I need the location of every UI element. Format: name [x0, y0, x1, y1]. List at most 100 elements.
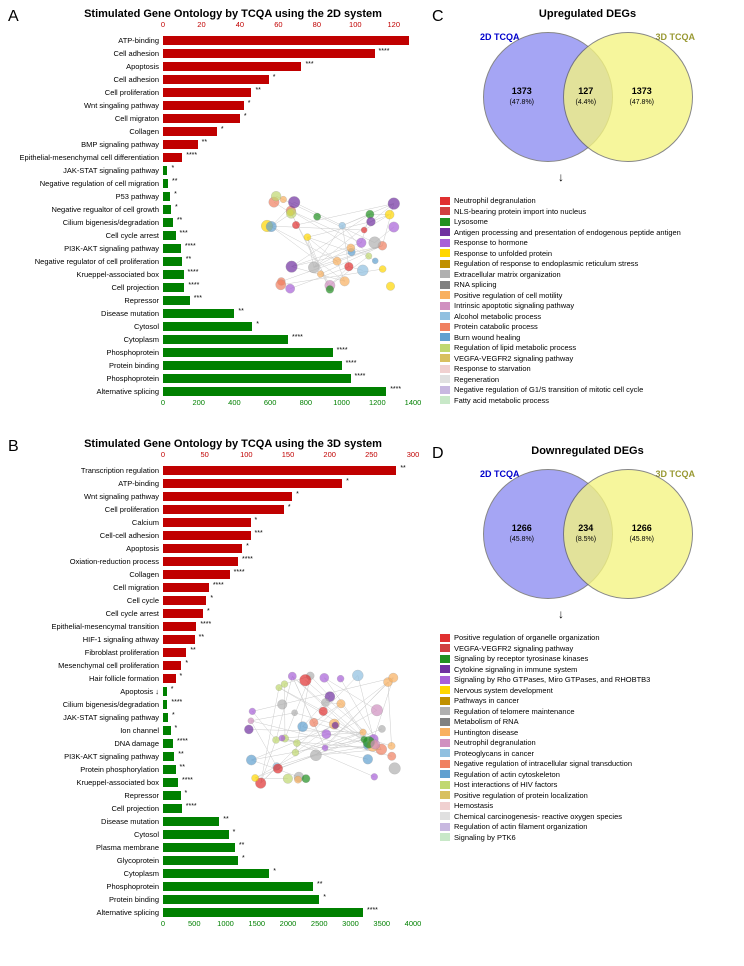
legend-item: Lysosome: [440, 217, 735, 226]
bar-row: Cell projection****: [8, 802, 428, 814]
legend-item: Response to starvation: [440, 364, 735, 373]
legend-item: Chemical carcinogenesis- reactive oxygen…: [440, 812, 735, 821]
panel-a-top-axis: 020406080100120: [163, 20, 428, 34]
legend-item: Burn wound healing: [440, 333, 735, 342]
legend-item: Neutrophil degranulation: [440, 738, 735, 747]
legend-item: Regeneration: [440, 375, 735, 384]
legend-item: Extracellular matrix organization: [440, 270, 735, 279]
bar-row: Cell migration****: [8, 581, 428, 593]
bar-row: Collagen****: [8, 568, 428, 580]
bar-row: Fibroblast proliferation**: [8, 646, 428, 658]
bar-row: Calcium*: [8, 516, 428, 528]
bar-row: Glycoprotein*: [8, 854, 428, 866]
panel-a-bottom-axis: 0200400600800100012001400: [163, 398, 428, 412]
bar-row: Cell adhesion****: [8, 47, 428, 59]
legend-item: Protein catabolic process: [440, 322, 735, 331]
legend-item: Huntington disease: [440, 728, 735, 737]
legend-item: Nervous system development: [440, 686, 735, 695]
bar-row: Transcription regulation**: [8, 464, 428, 476]
legend-item: Response to hormone: [440, 238, 735, 247]
panel-d-title: Downregulated DEGs: [440, 445, 735, 457]
panel-a-label: A: [8, 8, 19, 26]
bar-row: Cell adhesion*: [8, 73, 428, 85]
panel-c-title: Upregulated DEGs: [440, 8, 735, 20]
legend-item: Fatty acid metabolic process: [440, 396, 735, 405]
bar-row: Phosphoprotein**: [8, 880, 428, 892]
panel-b-top-axis: 050100150200250300: [163, 450, 428, 464]
legend-item: Positive regulation of cell motility: [440, 291, 735, 300]
bar-row: Cell-cell adhesion***: [8, 529, 428, 541]
legend-item: Host interactions of HIV factors: [440, 780, 735, 789]
legend-c: Neutrophil degranulation NLS-bearing prot…: [440, 196, 735, 405]
legend-item: Signaling by PTK6: [440, 833, 735, 842]
bar-row: ATP-binding*: [8, 477, 428, 489]
legend-item: RNA splicing: [440, 280, 735, 289]
legend-item: Signaling by Rho GTPases, Miro GTPases, …: [440, 675, 735, 684]
legend-item: Response to unfolded protein: [440, 249, 735, 258]
legend-item: Regulation of lipid metabolic process: [440, 343, 735, 352]
bar-row: Cell proliferation*: [8, 503, 428, 515]
bar-row: Plasma membrane**: [8, 841, 428, 853]
legend-item: Positive regulation of organelle organiz…: [440, 633, 735, 642]
bar-row: Cell migraton*: [8, 112, 428, 124]
bar-row: Epithelial-mesenchymal cell differentiat…: [8, 151, 428, 163]
panel-c-label: C: [432, 8, 444, 26]
legend-item: Alcohol metabolic process: [440, 312, 735, 321]
venn-d: 1266(45.8%)234(8.5%)1266(45.8%): [468, 469, 708, 619]
legend-item: Hemostasis: [440, 801, 735, 810]
panel-b-label: B: [8, 438, 19, 456]
venn-d-arrow: ↓: [558, 607, 564, 621]
legend-d: Positive regulation of organelle organiz…: [440, 633, 735, 842]
bar-row: Disease mutation**: [8, 307, 428, 319]
bar-row: Protein binding*: [8, 893, 428, 905]
bar-row: Cytoplasm****: [8, 333, 428, 345]
legend-item: VEGFA-VEGFR2 signaling pathway: [440, 644, 735, 653]
bar-row: BMP signaling pathway**: [8, 138, 428, 150]
legend-item: Negative regulation of G1/S transition o…: [440, 385, 735, 394]
bar-row: Phosphoprotein****: [8, 346, 428, 358]
legend-item: Regulation of response to endoplasmic re…: [440, 259, 735, 268]
bar-row: Cell proliferation**: [8, 86, 428, 98]
bar-row: Cytoplasm*: [8, 867, 428, 879]
panel-d-label: D: [432, 445, 444, 463]
bar-row: Cell cycle arrest*: [8, 607, 428, 619]
bar-row: Disease mutation**: [8, 815, 428, 827]
bar-row: Phosphoprotein****: [8, 372, 428, 384]
bar-row: Cytosol*: [8, 320, 428, 332]
legend-item: Antigen processing and presentation of e…: [440, 228, 735, 237]
bar-row: Cell cycle*: [8, 594, 428, 606]
legend-item: Regulation of telomere maintenance: [440, 707, 735, 716]
legend-item: Regulation of actin cytoskeleton: [440, 770, 735, 779]
bar-row: Apoptosis*: [8, 542, 428, 554]
legend-item: VEGFA-VEGFR2 signaling pathway: [440, 354, 735, 363]
bar-row: Wnt singaling pathway*: [8, 99, 428, 111]
panel-b-title: Stimulated Gene Ontology by TCQA using t…: [38, 438, 428, 450]
bar-row: Protein binding****: [8, 359, 428, 371]
bar-row: Cytosol*: [8, 828, 428, 840]
network-a: [250, 175, 410, 305]
legend-item: Positive regulation of protein localizat…: [440, 791, 735, 800]
bar-row: Apoptosis***: [8, 60, 428, 72]
venn-c-arrow: ↓: [558, 170, 564, 184]
legend-item: Metabolism of RNA: [440, 717, 735, 726]
legend-item: Neutrophil degranulation: [440, 196, 735, 205]
bar-row: Alternative splicing****: [8, 906, 428, 918]
bar-row: Epithelial-mesencymal transition****: [8, 620, 428, 632]
venn-c: 1373(47.8%)127(4.4%)1373(47.8%): [468, 32, 708, 182]
legend-item: Signaling by receptor tyrosinase kinases: [440, 654, 735, 663]
bar-row: ATP-binding: [8, 34, 428, 46]
bar-row: Oxiation-reduction process****: [8, 555, 428, 567]
legend-item: Regulation of actin filament organizatio…: [440, 822, 735, 831]
legend-item: Cytokine signaling in immune system: [440, 665, 735, 674]
legend-item: Proteoglycans in cancer: [440, 749, 735, 758]
legend-item: Intrinsic apoptotic signaling pathway: [440, 301, 735, 310]
network-b: [230, 660, 410, 800]
bar-row: Collagen*: [8, 125, 428, 137]
bar-row: Wnt signaling pathway*: [8, 490, 428, 502]
legend-item: NLS-bearing protein import into nucleus: [440, 207, 735, 216]
panel-a-title: Stimulated Gene Ontology by TCQA using t…: [38, 8, 428, 20]
bar-row: Alternative splicing****: [8, 385, 428, 397]
legend-item: Pathways in cancer: [440, 696, 735, 705]
panel-b-bottom-axis: 05001000150020002500300035004000: [163, 919, 428, 933]
bar-row: HIF-1 signaling athway**: [8, 633, 428, 645]
